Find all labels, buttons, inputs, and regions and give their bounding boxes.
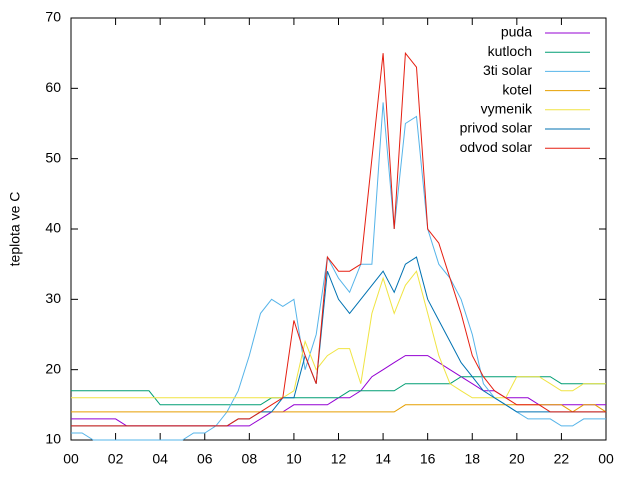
x-tick-label: 06 [197, 451, 213, 467]
legend-label: 3ti solar [483, 62, 532, 78]
legend-label: odvod solar [460, 139, 533, 155]
series-line [71, 270, 606, 399]
y-tick-label: 40 [45, 220, 61, 236]
legend-label: vymenik [481, 101, 533, 117]
legend-label: puda [501, 24, 532, 40]
y-tick-label: 30 [45, 290, 61, 306]
legend-label: kotel [502, 81, 532, 97]
series-line [71, 256, 606, 427]
y-tick-label: 60 [45, 79, 61, 95]
y-tick-label: 50 [45, 149, 61, 165]
x-tick-label: 02 [108, 451, 124, 467]
x-tick-label: 04 [152, 451, 168, 467]
x-tick-label: 16 [420, 451, 436, 467]
y-tick-label: 10 [45, 431, 61, 447]
x-tick-label: 12 [331, 451, 347, 467]
y-tick-label: 20 [45, 360, 61, 376]
x-tick-label: 14 [375, 451, 391, 467]
x-tick-label: 18 [464, 451, 480, 467]
legend-label: kutloch [488, 43, 532, 59]
series-line [71, 355, 606, 427]
x-tick-label: 20 [509, 451, 525, 467]
y-tick-label: 70 [45, 9, 61, 25]
x-tick-label: 00 [598, 451, 614, 467]
series-line [71, 376, 606, 406]
series-line [71, 51, 606, 427]
x-tick-label: 08 [242, 451, 258, 467]
x-tick-label: 22 [554, 451, 570, 467]
x-tick-label: 10 [286, 451, 302, 467]
y-axis-label: teplota ve C [7, 192, 23, 267]
series-line [71, 404, 607, 413]
legend-label: privod solar [460, 120, 533, 136]
x-tick-label: 00 [63, 451, 79, 467]
